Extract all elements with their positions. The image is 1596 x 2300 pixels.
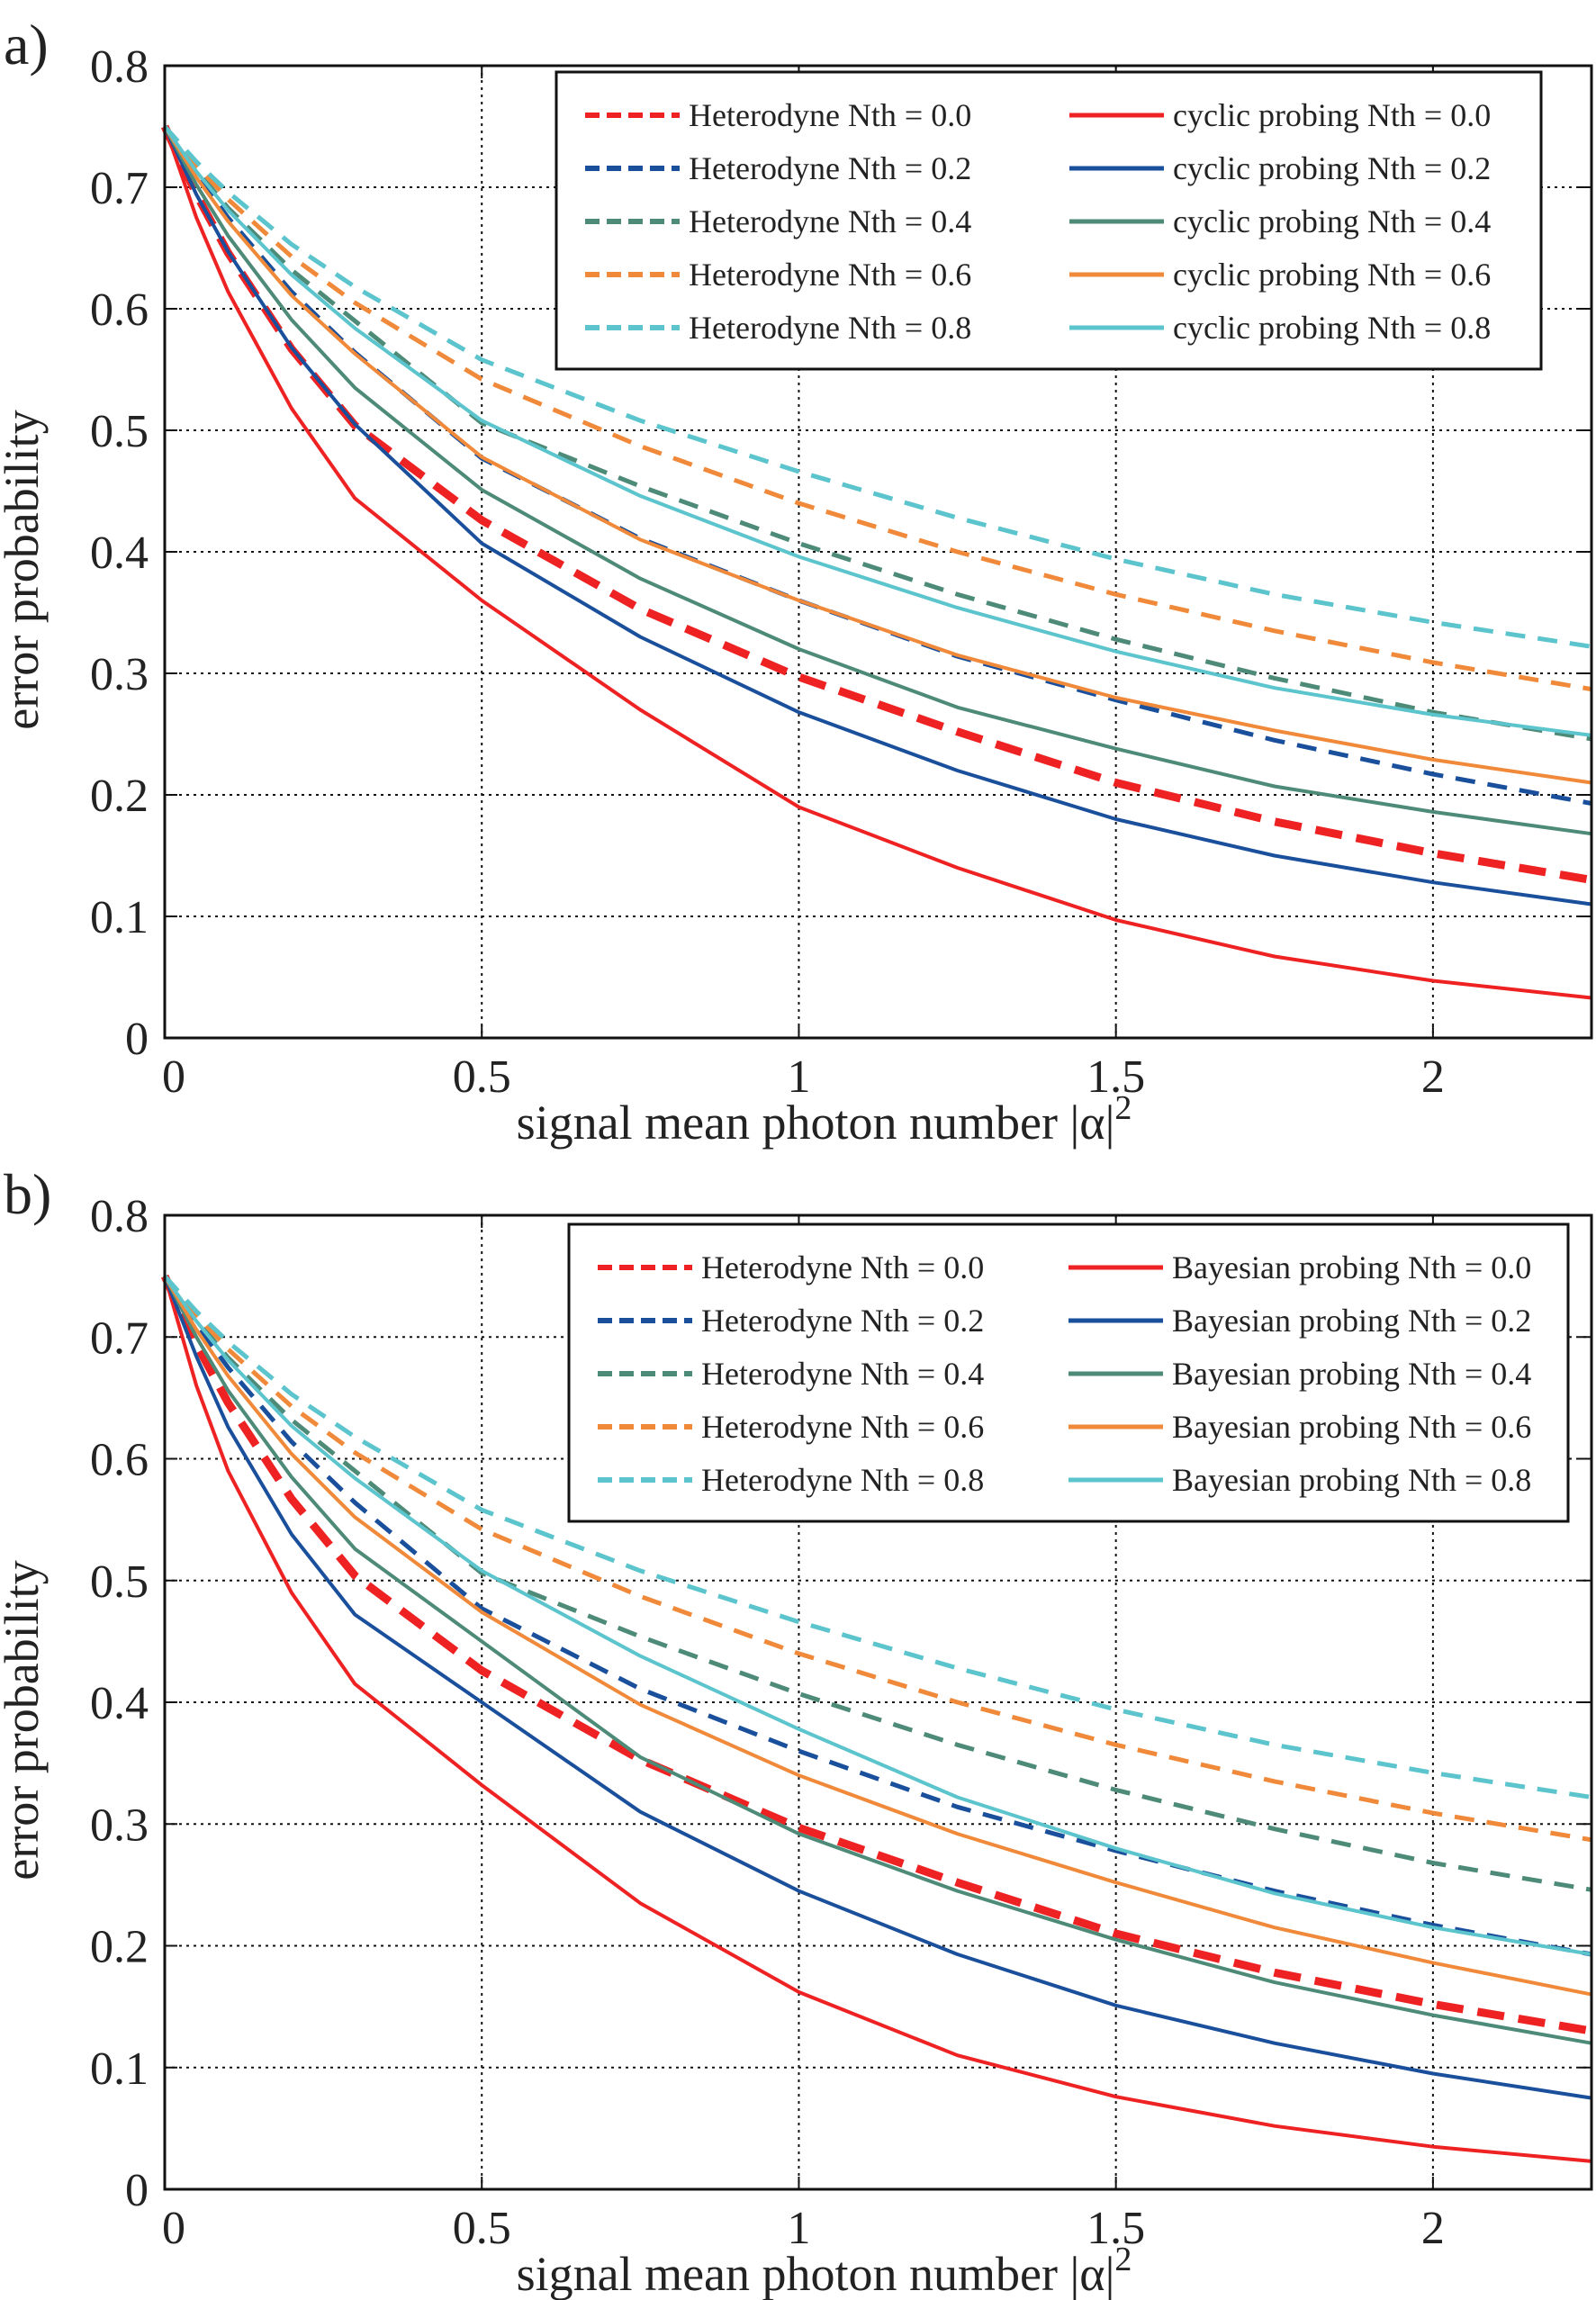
y-tick-label: 0.2 [90, 1922, 149, 1973]
legend-label: Bayesian probing Nth = 0.6 [1172, 1409, 1531, 1445]
y-tick-label: 0.5 [90, 1556, 149, 1608]
x-tick-label: 0 [162, 2203, 185, 2254]
panel-label: b) [4, 1162, 51, 1226]
y-tick-label: 0 [125, 2165, 149, 2216]
series-line-bayesian-probing-nth-0-8 [163, 1275, 1592, 1956]
x-axis-label-text: signal mean photon number |α| [517, 2247, 1115, 2300]
legend-label: cyclic probing Nth = 0.2 [1173, 150, 1491, 186]
series-line-cyclic-probing-nth-0-2 [163, 125, 1592, 906]
legend: Heterodyne Nth = 0.0 Heterodyne Nth = 0.2… [555, 70, 1543, 371]
legend-label: Heterodyne Nth = 0.6 [689, 257, 971, 293]
series-line-cyclic-probing-nth-0-0 [163, 125, 1592, 1000]
legend-label: Heterodyne Nth = 0.0 [701, 1249, 984, 1285]
y-tick-label: 0.7 [90, 163, 149, 214]
y-tick-label: 0.6 [90, 1435, 149, 1486]
legend-label: Heterodyne Nth = 0.4 [701, 1356, 984, 1392]
y-tick-label: 0.7 [90, 1312, 149, 1364]
legend-label: Heterodyne Nth = 0.0 [689, 97, 971, 133]
ticks: 0 0.5 1 1.5 2 0 0.1 0.2 0.3 0.4 0.5 0.6 0.7 0.8 [90, 1191, 1591, 2254]
panel-label: a) [4, 13, 49, 77]
x-tick-label: 1.5 [1087, 2203, 1145, 2254]
x-axis-label: signal mean photon number |α|2 [517, 2241, 1132, 2300]
x-axis-label-superscript: 2 [1114, 1089, 1132, 1127]
series-line-heterodyne-nth-0-2 [162, 1275, 1592, 1957]
y-tick-label: 0.6 [90, 284, 149, 336]
x-tick-label: 1 [787, 1051, 810, 1103]
legend-label: Bayesian probing Nth = 0.8 [1172, 1462, 1531, 1498]
series-line-bayesian-probing-nth-0-0 [163, 1276, 1592, 2163]
x-tick-label: 2 [1421, 2203, 1445, 2254]
y-tick-label: 0.8 [90, 1191, 149, 1242]
x-tick-label: 0 [162, 1051, 185, 1103]
x-tick-label: 0.5 [453, 2203, 511, 2254]
y-tick-label: 0.3 [90, 1799, 149, 1851]
series-line-bayesian-probing-nth-0-4 [163, 1275, 1592, 2045]
series-line-cyclic-probing-nth-0-4 [163, 125, 1592, 836]
legend: Heterodyne Nth = 0.0 Heterodyne Nth = 0.2… [567, 1222, 1570, 1523]
series-line-heterodyne-nth-0-8 [163, 1274, 1592, 1799]
legend-box [555, 70, 1543, 371]
series-line-bayesian-probing-nth-0-2 [163, 1275, 1592, 2100]
chart-panel-a: 0 0.5 1 1.5 200.10.20.30.40.50.60.70.8signal… [0, 13, 1593, 1150]
legend-label: Heterodyne Nth = 0.4 [689, 203, 971, 239]
legend-label: cyclic probing Nth = 0.6 [1173, 257, 1491, 293]
x-tick-label: 0.5 [453, 1051, 511, 1103]
legend-label: Heterodyne Nth = 0.2 [701, 1303, 984, 1339]
series-line-heterodyne-nth-0-8 [163, 124, 1592, 649]
legend-label: cyclic probing Nth = 0.4 [1173, 203, 1491, 239]
y-axis-label: error probability [0, 410, 49, 729]
chart-panel-b: 0 0.5 1 1.5 200.10.20.30.40.50.60.70.8signal… [0, 1162, 1593, 2300]
series-line-heterodyne-nth-0-2 [162, 125, 1592, 806]
series-line-heterodyne-nth-0-0 [160, 1274, 1592, 2035]
legend-label: Heterodyne Nth = 0.8 [689, 310, 971, 346]
y-axis-label: error probability [0, 1560, 49, 1880]
legend-label: Bayesian probing Nth = 0.4 [1172, 1356, 1531, 1392]
y-tick-label: 0.3 [90, 649, 149, 700]
series-line-bayesian-probing-nth-0-6 [163, 1275, 1592, 1997]
x-axis-label-text: signal mean photon number |α| [517, 1096, 1115, 1150]
y-tick-label: 0.2 [90, 771, 149, 822]
y-tick-label: 0.4 [90, 528, 149, 579]
y-tick-label: 0.8 [90, 41, 149, 93]
legend-label: Heterodyne Nth = 0.8 [701, 1462, 984, 1498]
y-tick-label: 0 [125, 1014, 149, 1065]
x-axis-label-superscript: 2 [1114, 2241, 1132, 2278]
y-tick-label: 0.5 [90, 406, 149, 457]
legend-label: Bayesian probing Nth = 0.2 [1172, 1303, 1531, 1339]
series-line-cyclic-probing-nth-0-8 [163, 125, 1592, 737]
y-tick-label: 0.1 [90, 2043, 149, 2095]
y-tick-label: 0.1 [90, 892, 149, 943]
legend-label: cyclic probing Nth = 0.0 [1173, 97, 1491, 133]
x-tick-label: 1.5 [1087, 1051, 1145, 1103]
y-tick-label: 0.4 [90, 1678, 149, 1729]
series-line-heterodyne-nth-0-6 [163, 1275, 1592, 1843]
x-axis-label: signal mean photon number |α|2 [517, 1089, 1132, 1150]
legend-label: Heterodyne Nth = 0.2 [689, 150, 971, 186]
x-tick-label: 2 [1421, 1051, 1445, 1103]
x-tick-label: 1 [787, 2203, 810, 2254]
legend-label: cyclic probing Nth = 0.8 [1173, 310, 1491, 346]
series-line-heterodyne-nth-0-6 [163, 124, 1592, 692]
legend-label: Heterodyne Nth = 0.6 [701, 1409, 984, 1445]
series-line-cyclic-probing-nth-0-6 [163, 125, 1592, 785]
legend-label: Bayesian probing Nth = 0.0 [1172, 1249, 1531, 1285]
series-lines [160, 124, 1592, 1000]
ticks: 0 0.5 1 1.5 2 0 0.1 0.2 0.3 0.4 0.5 0.6 0.7 0.8 [90, 41, 1591, 1103]
series-lines [160, 1274, 1592, 2163]
